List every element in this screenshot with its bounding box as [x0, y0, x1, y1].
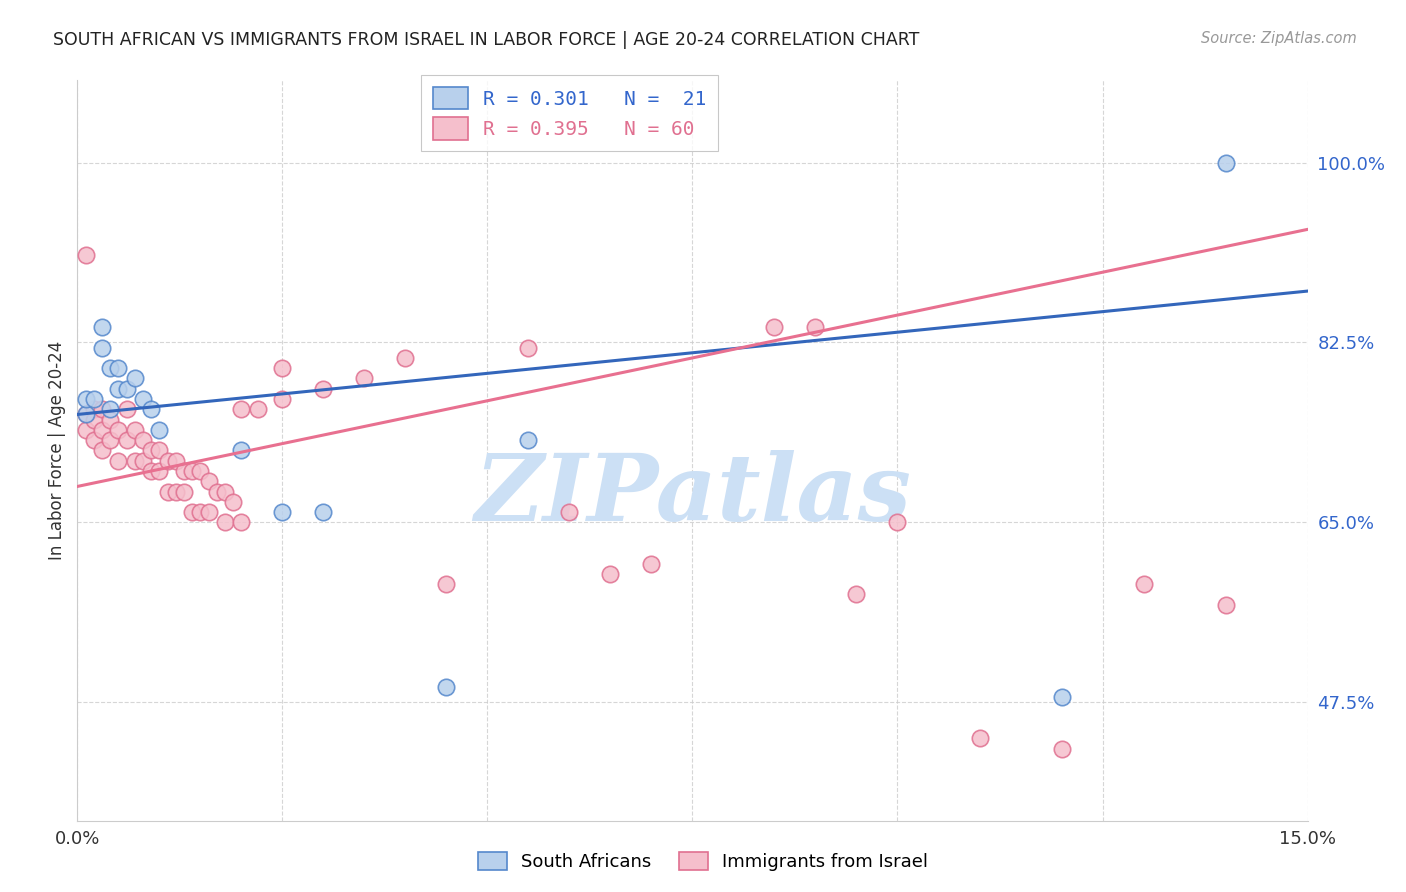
Point [75, 392, 97, 406]
Point [107, 423, 129, 437]
Point [132, 433, 155, 447]
Point [165, 454, 187, 468]
Point [640, 557, 662, 571]
Point [156, 484, 179, 499]
Point [83, 392, 105, 406]
Point [115, 402, 138, 417]
Point [181, 464, 204, 478]
Y-axis label: In Labor Force | Age 20-24: In Labor Force | Age 20-24 [48, 341, 66, 560]
Point [165, 484, 187, 499]
Point [763, 320, 786, 334]
Point [436, 577, 458, 591]
Point [188, 505, 212, 519]
Point [124, 423, 146, 437]
Point [141, 443, 163, 458]
Point [148, 443, 170, 458]
Point [107, 454, 129, 468]
Text: Source: ZipAtlas.com: Source: ZipAtlas.com [1201, 31, 1357, 46]
Point [83, 433, 105, 447]
Text: SOUTH AFRICAN VS IMMIGRANTS FROM ISRAEL IN LABOR FORCE | AGE 20-24 CORRELATION C: SOUTH AFRICAN VS IMMIGRANTS FROM ISRAEL … [53, 31, 920, 49]
Point [214, 516, 236, 530]
Point [156, 454, 179, 468]
Point [173, 484, 195, 499]
Point [75, 423, 97, 437]
Point [517, 433, 540, 447]
Point [214, 484, 236, 499]
Point [246, 402, 269, 417]
Point [75, 408, 97, 422]
Point [141, 464, 163, 478]
Point [148, 423, 170, 437]
Point [124, 454, 146, 468]
Point [115, 382, 138, 396]
Point [197, 505, 219, 519]
Point [1215, 598, 1237, 612]
Point [1050, 741, 1073, 756]
Point [804, 320, 827, 334]
Point [148, 464, 170, 478]
Point [312, 382, 335, 396]
Point [75, 408, 97, 422]
Point [312, 505, 335, 519]
Point [436, 680, 458, 694]
Point [1132, 577, 1154, 591]
Point [90, 320, 114, 334]
Point [107, 361, 129, 376]
Point [98, 402, 121, 417]
Point [1050, 690, 1073, 705]
Point [98, 433, 121, 447]
Point [115, 433, 138, 447]
Point [231, 443, 253, 458]
Point [90, 341, 114, 355]
Point [90, 402, 114, 417]
Point [107, 382, 129, 396]
Text: ZIPatlas: ZIPatlas [474, 450, 911, 540]
Point [599, 566, 621, 581]
Point [75, 248, 97, 262]
Point [83, 402, 105, 417]
Point [132, 454, 155, 468]
Point [394, 351, 416, 365]
Point [98, 412, 121, 426]
Point [271, 361, 294, 376]
Point [124, 371, 146, 385]
Point [231, 516, 253, 530]
Point [132, 392, 155, 406]
Point [271, 392, 294, 406]
Point [90, 423, 114, 437]
Point [188, 464, 212, 478]
Point [83, 412, 105, 426]
Point [98, 361, 121, 376]
Point [1215, 155, 1237, 169]
Point [353, 371, 375, 385]
Point [886, 516, 908, 530]
Point [271, 505, 294, 519]
Point [231, 402, 253, 417]
Point [141, 402, 163, 417]
Legend: South Africans, Immigrants from Israel: South Africans, Immigrants from Israel [471, 845, 935, 879]
Point [845, 587, 868, 601]
Point [205, 484, 228, 499]
Point [181, 505, 204, 519]
Point [558, 505, 581, 519]
Point [173, 464, 195, 478]
Point [197, 475, 219, 489]
Legend: R = 0.301   N =  21, R = 0.395   N = 60: R = 0.301 N = 21, R = 0.395 N = 60 [420, 75, 718, 152]
Point [90, 443, 114, 458]
Point [969, 731, 991, 746]
Point [517, 341, 540, 355]
Point [222, 495, 245, 509]
